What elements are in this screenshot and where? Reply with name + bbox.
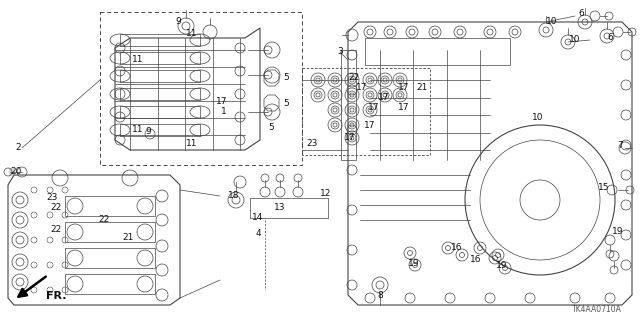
Text: 17: 17 [216,98,228,107]
Bar [120,70,200,82]
Text: 19: 19 [612,228,624,236]
Text: 11: 11 [186,140,198,148]
Text: 17: 17 [398,83,410,92]
Text: 10: 10 [547,18,557,27]
Text: 1: 1 [221,108,227,116]
Text: 10: 10 [532,114,544,123]
Text: 9: 9 [175,18,181,27]
Text: 23: 23 [307,139,317,148]
Bar [341,50,356,160]
Text: 21: 21 [122,234,134,243]
Text: 19: 19 [408,260,420,268]
Text: 8: 8 [377,291,383,300]
Text: 9: 9 [145,127,151,137]
Text: FR.: FR. [45,291,67,301]
Bar [120,34,200,46]
Text: 11: 11 [186,29,198,38]
Text: 17: 17 [364,122,376,131]
Text: 7: 7 [617,140,623,149]
Text: 4: 4 [255,229,261,238]
Text: 3: 3 [337,47,343,57]
Bar [65,222,155,242]
Bar [120,124,200,136]
Bar [120,106,200,118]
Text: 20: 20 [10,167,22,177]
Text: 18: 18 [228,191,240,201]
Bar [120,88,200,100]
Text: 14: 14 [252,213,264,222]
Text: 22: 22 [51,226,61,235]
Text: 6: 6 [607,34,613,43]
Bar [120,52,200,64]
Text: 2: 2 [15,143,21,153]
Text: 13: 13 [275,204,285,212]
Text: 10: 10 [569,36,580,44]
Text: 11: 11 [132,125,144,134]
Text: 17: 17 [344,133,356,142]
Text: 21: 21 [416,84,428,92]
Text: 17: 17 [398,102,410,111]
Text: 19: 19 [496,261,508,270]
Text: 17: 17 [368,102,380,111]
Text: 22: 22 [99,215,109,225]
Text: 17: 17 [356,83,368,92]
Text: TK4AA0710A: TK4AA0710A [572,306,622,315]
Text: 5: 5 [283,74,289,83]
Bar [65,274,155,294]
Text: 5: 5 [268,124,274,132]
Bar [100,12,302,165]
Text: 12: 12 [320,188,332,197]
Text: 15: 15 [598,183,610,193]
Text: 16: 16 [451,244,463,252]
Bar [65,248,155,268]
Text: 17: 17 [378,92,390,101]
Text: 16: 16 [470,255,482,265]
Text: 6: 6 [578,10,584,19]
Text: 5: 5 [283,99,289,108]
Text: 11: 11 [132,55,144,65]
Text: 23: 23 [46,194,58,203]
Text: 22: 22 [348,74,360,83]
Bar [65,196,155,216]
Text: 22: 22 [51,204,61,212]
